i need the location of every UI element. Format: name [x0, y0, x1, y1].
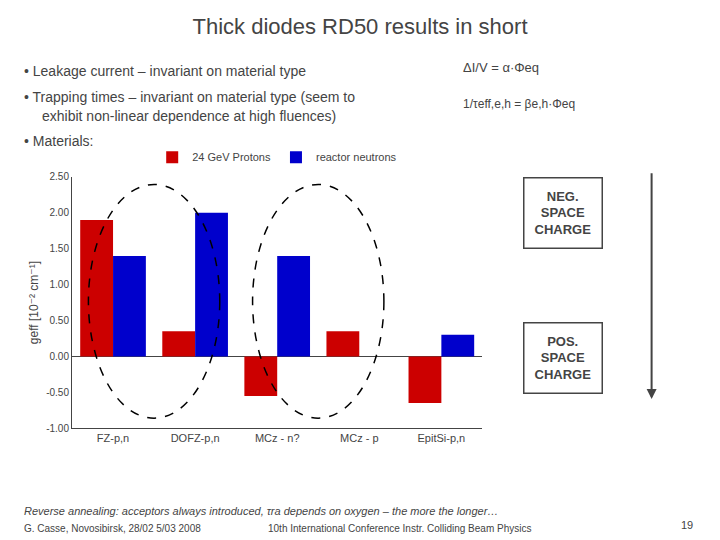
svg-text:G. Casse, Novosibirsk, 28/02 5: G. Casse, Novosibirsk, 28/02 5/03 2008: [24, 523, 201, 534]
svg-text:MCz - p: MCz - p: [340, 432, 379, 444]
svg-text:0.50: 0.50: [50, 315, 70, 326]
svg-text:19: 19: [681, 519, 693, 531]
svg-text:2.00: 2.00: [50, 207, 70, 218]
svg-text:24 GeV Protons: 24 GeV Protons: [192, 151, 271, 163]
svg-text:• Trapping times – invariant o: • Trapping times – invariant on material…: [24, 89, 355, 105]
svg-text:• Leakage current – invariant: • Leakage current – invariant on materia…: [24, 63, 306, 79]
svg-text:ΔI/V = α·Φeq: ΔI/V = α·Φeq: [463, 60, 539, 75]
svg-text:EpitSi-p,n: EpitSi-p,n: [418, 432, 466, 444]
svg-text:• Materials:: • Materials:: [24, 133, 93, 149]
svg-text:geff [10⁻² cm⁻¹]: geff [10⁻² cm⁻¹]: [27, 261, 41, 344]
svg-text:Reverse annealing: acceptors a: Reverse annealing: acceptors always intr…: [24, 505, 498, 517]
svg-text:2.50: 2.50: [50, 171, 70, 182]
svg-text:Thick diodes RD50 results in s: Thick diodes RD50 results in short: [192, 14, 527, 39]
svg-text:POS.SPACECHARGE: POS.SPACECHARGE: [535, 334, 592, 383]
svg-text:exhibit non-linear dependence: exhibit non-linear dependence at high fl…: [42, 108, 336, 124]
svg-text:1/τeff,e,h = βe,h·Φeq: 1/τeff,e,h = βe,h·Φeq: [463, 97, 575, 111]
svg-text:FZ-p,n: FZ-p,n: [97, 432, 129, 444]
svg-text:1.50: 1.50: [50, 243, 70, 254]
svg-text:reactor neutrons: reactor neutrons: [316, 151, 397, 163]
svg-text:NEG.SPACECHARGE: NEG.SPACECHARGE: [535, 189, 592, 238]
svg-text:-0.50: -0.50: [46, 387, 69, 398]
svg-text:0.00: 0.00: [50, 351, 70, 362]
svg-text:1.00: 1.00: [50, 279, 70, 290]
svg-text:DOFZ-p,n: DOFZ-p,n: [171, 432, 220, 444]
svg-text:MCz - n?: MCz - n?: [255, 432, 300, 444]
svg-text:10th International Conference: 10th International Conference Instr. Col…: [268, 523, 531, 534]
svg-text:-1.00: -1.00: [46, 423, 69, 434]
